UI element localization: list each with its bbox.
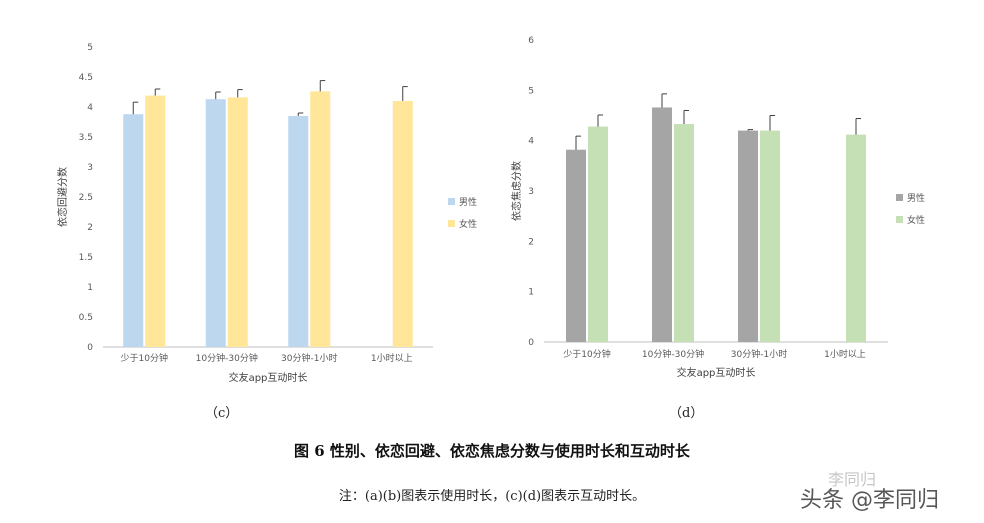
chart-c-legend-swatch [448,220,455,227]
chart-c-bar-female [227,97,248,348]
chart-d-bar-female [760,130,780,342]
chart-d: 0 1 2 3 4 5 6 少于10分钟 10分钟-30分钟 30分钟-1小时 1小时以上 依恋焦虑分… [510,36,925,379]
chart-c-ytick-label: 2.5 [79,193,93,203]
chart-c-bar-female [145,95,166,347]
chart-c-ytick-label: 5 [87,43,93,53]
chart-d-x-axis-title: 交友app互动时长 [677,366,756,379]
chart-d-category-label: 少于10分钟 [563,348,610,360]
chart-c-category-label: 1小时以上 [371,352,413,364]
chart-c-ytick-label: 3 [87,163,93,173]
chart-c-ytick-label: 0 [87,343,93,353]
chart-d-ytick-label: 4 [528,137,534,147]
figure-note: 注：(a)(b)图表示使用时长，(c)(d)图表示互动时长。 [338,489,646,504]
chart-d-bar-male [566,149,586,342]
chart-c: 0 0.5 1 1.5 2 2.5 3 3.5 4 4.5 5 少于10分钟 10分钟-30分钟 30分钟… [56,43,477,384]
chart-c-ytick-label: 1 [87,283,93,293]
chart-c-legend-swatch [448,198,455,205]
chart-d-ytick-label: 1 [528,288,534,298]
chart-c-ytick-label: 2 [87,223,93,233]
panel-label-c: （c） [205,406,239,421]
chart-c-ytick-label: 3.5 [79,133,93,143]
watermark-text: 头条 @李同归 [800,488,939,513]
chart-c-bar-male [205,99,226,347]
chart-d-category-label: 10分钟-30分钟 [642,348,704,360]
chart-c-category-label: 少于10分钟 [121,352,168,364]
chart-c-ytick-label: 1.5 [79,253,93,263]
chart-c-category-label: 30分钟-1小时 [281,352,337,364]
chart-d-legend-swatch [896,194,903,201]
chart-d-ytick-label: 3 [528,187,534,197]
chart-d-ytick-label: 5 [528,86,534,96]
chart-c-category-label: 10分钟-30分钟 [196,352,258,364]
chart-d-legend-label: 女性 [907,214,925,226]
chart-c-x-axis-title: 交友app互动时长 [229,371,308,384]
chart-d-ytick-label: 2 [528,237,534,247]
chart-c-bar-male [123,114,144,347]
watermark-logo: 李同归 [828,470,877,489]
chart-d-y-axis-title: 依恋焦虑分数 [510,161,523,221]
chart-d-category-label: 30分钟-1小时 [731,348,787,360]
chart-c-y-axis-title: 依恋回避分数 [56,167,69,227]
chart-d-bar-female [846,134,866,342]
chart-d-legend-swatch [896,216,903,223]
figure-caption: 图 6 性别、依恋回避、依恋焦虑分数与使用时长和互动时长 [294,442,690,460]
chart-d-bar-female [674,124,694,342]
chart-c-ytick-label: 0.5 [79,313,93,323]
chart-c-bar-female [392,101,413,347]
chart-d-legend-label: 男性 [907,192,925,204]
chart-d-bar-male [738,130,758,342]
chart-c-legend-label: 女性 [459,218,477,230]
chart-d-category-label: 1小时以上 [824,348,866,360]
chart-c-legend-label: 男性 [459,196,477,208]
chart-c-bar-female [310,91,331,348]
chart-c-ytick-label: 4 [87,103,93,113]
chart-c-bar-male [288,116,309,347]
chart-d-ytick-label: 6 [528,36,534,46]
panel-label-d: （d） [669,406,704,421]
chart-d-ytick-label: 0 [528,338,534,348]
chart-c-ytick-label: 4.5 [79,73,93,83]
chart-d-bar-female [588,126,608,342]
watermark: 李同归 头条 @李同归 [800,470,939,514]
chart-d-bar-male [652,107,672,343]
